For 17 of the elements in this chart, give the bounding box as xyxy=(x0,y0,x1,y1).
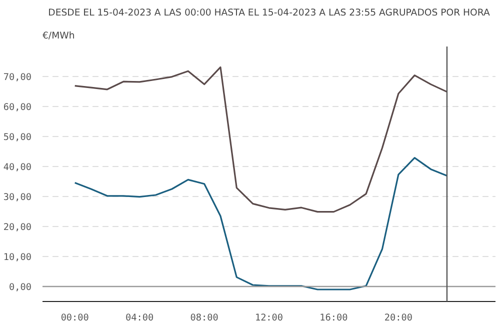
chart-title: DESDE EL 15-04-2023 A LAS 00:00 HASTA EL 15-04-2023 A LAS 23:55 AGRUPADOS POR HORA xyxy=(48,8,490,18)
y-tick-label: 0,00 xyxy=(9,282,32,293)
y-axis-title: €/MWh xyxy=(42,30,75,42)
y-tick-label: 10,00 xyxy=(3,252,32,263)
y-tick-label: 70,00 xyxy=(3,72,32,83)
y-tick-label: 30,00 xyxy=(3,192,32,203)
y-tick-label: 60,00 xyxy=(3,102,32,113)
x-tick-label: 12:00 xyxy=(254,312,284,324)
y-tick-label: 50,00 xyxy=(3,132,32,143)
line-series xyxy=(74,157,448,290)
x-tick-label: 16:00 xyxy=(320,312,348,324)
x-tick-label: 00:00 xyxy=(60,312,90,324)
y-tick-label: 20,00 xyxy=(3,222,32,233)
y-tick-label: 40,00 xyxy=(3,162,32,173)
x-tick-label: 20:00 xyxy=(384,312,413,324)
x-tick-label: 08:00 xyxy=(190,312,219,324)
x-tick-label: 04:00 xyxy=(126,312,154,324)
